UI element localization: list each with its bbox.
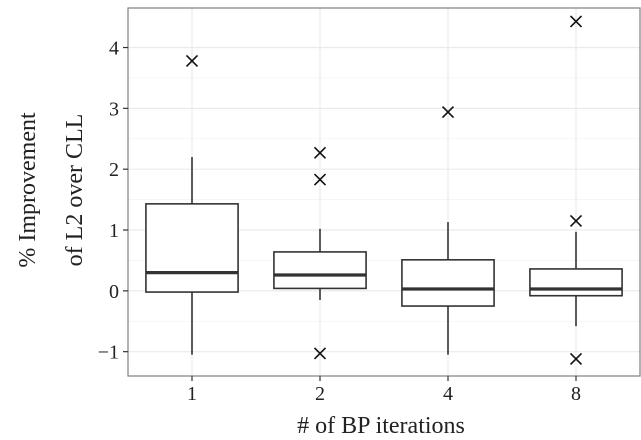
box-1 — [145, 157, 239, 355]
outlier-marker — [185, 54, 199, 67]
box-body — [529, 268, 623, 297]
outlier-markers — [185, 15, 583, 366]
box-4 — [401, 222, 495, 355]
y-tick-label: 1 — [109, 220, 119, 242]
y-tick-label: 0 — [109, 281, 119, 303]
box-series — [145, 157, 623, 355]
x-tick-label: 8 — [571, 383, 581, 405]
outlier-marker — [313, 146, 327, 159]
x-axis-label: # of BP iterations — [297, 413, 465, 439]
box-body — [273, 251, 367, 290]
y-axis: −1 0 1 2 3 4 — [98, 38, 128, 364]
box-2 — [273, 228, 367, 300]
box-body — [401, 259, 495, 307]
y-tick-label: 4 — [109, 38, 119, 60]
outlier-marker — [313, 347, 327, 360]
x-tick-label: 2 — [315, 383, 325, 405]
outlier-marker — [313, 173, 327, 186]
outlier-marker — [569, 352, 583, 366]
grid-lines — [128, 8, 640, 376]
y-axis-label-line-2: of L2 over CLL — [62, 114, 88, 267]
outlier-marker — [569, 15, 583, 28]
outlier-marker — [569, 214, 583, 227]
x-tick-label: 1 — [187, 383, 197, 405]
x-axis: 1 2 4 8 — [187, 376, 581, 405]
y-tick-label: 2 — [109, 159, 119, 181]
plot-panel-border — [127, 7, 641, 377]
y-tick-label: 3 — [109, 98, 119, 120]
box-8 — [529, 231, 623, 327]
outlier-marker — [441, 105, 455, 119]
x-tick-label: 4 — [443, 383, 453, 405]
y-tick-label: −1 — [98, 342, 119, 364]
box-body — [145, 203, 239, 293]
y-axis-label-line-1: % Improvement — [15, 112, 41, 268]
